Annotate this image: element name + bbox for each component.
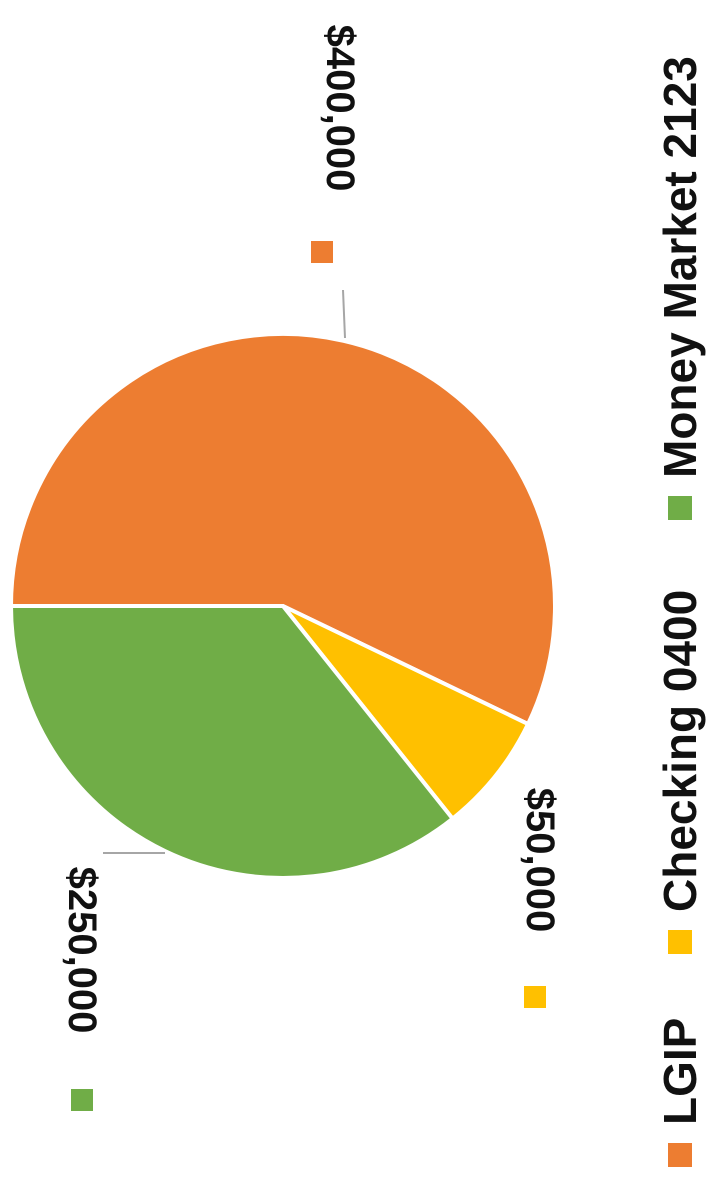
- data-label-marker-lgip: [311, 241, 333, 263]
- legend-label-lgip: LGIP: [654, 1018, 706, 1125]
- pie-slice-lgip: [9, 332, 557, 727]
- leader-line-lgip: [342, 289, 346, 339]
- data-label-checking-0400: $50,000: [518, 788, 562, 933]
- data-label-money-market-2123: $250,000: [60, 867, 104, 1034]
- pie-slices: [9, 332, 557, 880]
- legend-marker-lgip: [668, 1143, 692, 1167]
- data-labels: $400,000 $50,000 $250,000: [60, 25, 562, 1111]
- data-label-marker-money-market-2123: [71, 1089, 93, 1111]
- legend: LGIP Checking 0400 Money Market 2123: [654, 56, 706, 1167]
- data-label-lgip: $400,000: [318, 25, 362, 192]
- pie-slice-checking-0400: [281, 604, 531, 821]
- pie-slice-money-market-2123: [9, 604, 455, 880]
- data-label-marker-checking-0400: [524, 986, 546, 1008]
- legend-label-checking-0400: Checking 0400: [654, 590, 706, 912]
- legend-marker-checking-0400: [668, 930, 692, 954]
- legend-label-money-market-2123: Money Market 2123: [654, 56, 706, 478]
- legend-marker-money-market-2123: [668, 496, 692, 520]
- leader-lines: [103, 289, 346, 854]
